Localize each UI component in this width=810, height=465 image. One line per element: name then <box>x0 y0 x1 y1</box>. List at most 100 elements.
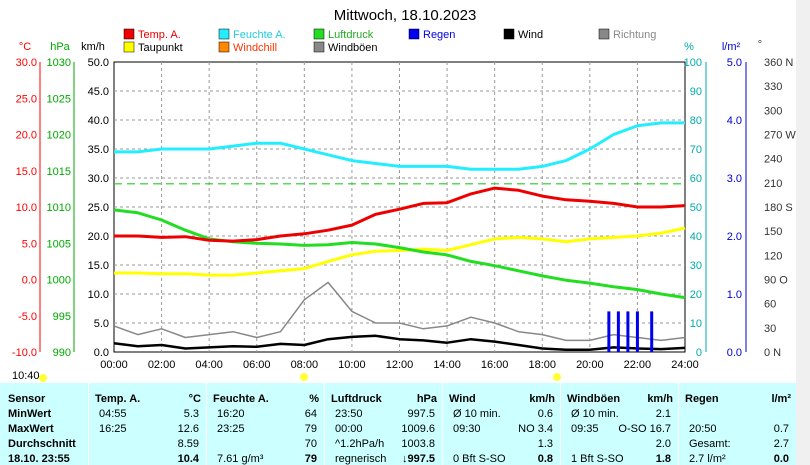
rain-bar <box>650 311 654 352</box>
table-cell-value: 12.6 <box>177 423 199 435</box>
table-cell-value: 1003.8 <box>401 438 435 450</box>
table-row-label: Durchschnitt <box>8 438 76 450</box>
humidity-tick-label: 70 <box>690 144 702 156</box>
table-header: Feuchte A. <box>213 393 269 405</box>
table-cell-value: 8.59 <box>177 438 199 450</box>
table-cell-value: 2.0 <box>655 438 671 450</box>
table-cell-value: 0.0 <box>773 453 789 465</box>
table-header: Regen <box>685 393 719 405</box>
direction-tick-label: 60 <box>764 299 776 311</box>
humidity-tick-label: 100 <box>684 57 702 69</box>
table-cell-note: 7.61 g/m³ <box>217 453 264 465</box>
table-cell-value: 1.3 <box>537 438 553 450</box>
axis-unit-humidity: % <box>684 41 694 53</box>
axis-unit-temp: °C <box>19 41 31 53</box>
wind-tick-label: 20.0 <box>88 231 109 243</box>
legend-swatch <box>313 28 325 40</box>
table-cell-value: 1.8 <box>655 453 671 465</box>
series-line-wind <box>113 334 686 351</box>
x-tick-label: 04:00 <box>195 359 223 371</box>
temp-tick-label: 0.0 <box>22 275 37 287</box>
legend-swatch <box>123 28 135 40</box>
table-cell-note: Ø 10 min. <box>571 408 619 420</box>
chart-title: Mittwoch, 18.10.2023 <box>334 7 477 24</box>
temp-tick-label: 5.0 <box>22 238 37 250</box>
legend-label: Taupunkt <box>138 42 183 54</box>
series-line-feuchtea <box>114 121 685 171</box>
wind-tick-label: 35.0 <box>88 144 109 156</box>
direction-tick-label: 120 <box>764 250 782 262</box>
pressure-tick-label: 1015 <box>47 166 71 178</box>
table-cell-value: 0.7 <box>773 423 789 435</box>
direction-tick-label: 270 W <box>764 130 796 142</box>
rain-bar <box>626 311 630 352</box>
side-rail <box>796 0 810 465</box>
temp-tick-label: 25.0 <box>16 93 37 105</box>
table-header: Wind <box>449 393 476 405</box>
axis-unit-rain: l/m² <box>722 41 741 53</box>
chart-svg: Mittwoch, 18.10.2023 °C hPa km/h% l/m² ° 30.0 2… <box>12 7 796 371</box>
legend-swatch <box>123 41 135 53</box>
table-cell-note: 1 Bft S-SO <box>571 453 624 465</box>
rain-bar <box>635 311 639 352</box>
legend-swatch <box>408 28 420 40</box>
x-tick-label: 18:00 <box>528 359 556 371</box>
series-line-windben <box>113 281 686 342</box>
table-cell-value: 997.5 <box>407 408 435 420</box>
pressure-tick-label: 990 <box>53 347 71 359</box>
temp-tick-label: 30.0 <box>16 57 37 69</box>
table-cell-note: 09:30 <box>453 423 481 435</box>
axis-unit-wind: km/h <box>81 41 105 53</box>
table-cell-note: 0 Bft S-SO <box>453 453 506 465</box>
table-header-unit: hPa <box>416 393 437 405</box>
table-cell-note: Ø 10 min. <box>453 408 501 420</box>
pressure-tick-label: 1025 <box>47 93 71 105</box>
pressure-tick-label: 1020 <box>47 130 71 142</box>
table-cell-value: 79 <box>304 453 317 465</box>
table-cell-value: 70 <box>304 438 317 450</box>
legend-swatch <box>218 41 230 53</box>
direction-tick-label: 300 <box>764 105 782 117</box>
x-tick-label: 24:00 <box>671 359 699 371</box>
table-cell-value: NO 3.4 <box>518 423 553 435</box>
direction-tick-label: 180 S <box>764 202 793 214</box>
direction-tick-label: 240 <box>764 154 782 166</box>
table-cell-note: 23:25 <box>217 423 245 435</box>
wind-tick-label: 30.0 <box>88 173 109 185</box>
humidity-tick-label: 90 <box>690 86 702 98</box>
table-header-unit: °C <box>188 393 201 405</box>
series-line-tempa <box>114 186 686 243</box>
legend-label: Windchill <box>233 42 277 54</box>
table-cell-note: ^1.2hPa/h <box>335 438 385 450</box>
legend-label: Temp. A. <box>138 29 181 41</box>
table-cell-note: 16:25 <box>99 423 127 435</box>
table-cell-value: ↓997.5 <box>401 453 435 465</box>
direction-tick-label: 210 <box>764 178 782 190</box>
rain-tick-label: 5.0 <box>727 57 742 69</box>
humidity-tick-label: 80 <box>690 115 702 127</box>
direction-tick-label: 150 <box>764 226 782 238</box>
pressure-tick-label: 1030 <box>47 57 71 69</box>
rain-tick-label: 3.0 <box>727 173 742 185</box>
table-header-unit: l/m² <box>771 393 791 405</box>
legend-swatch <box>503 28 515 40</box>
table-cell-note: 04:55 <box>99 408 127 420</box>
wind-tick-label: 0.0 <box>94 347 109 359</box>
x-tick-label: 00:00 <box>100 359 128 371</box>
table-cell-value: O-SO 16.7 <box>618 423 671 435</box>
temp-tick-label: -5.0 <box>18 311 37 323</box>
x-tick-label: 16:00 <box>481 359 509 371</box>
table-header: Sensor <box>8 393 46 405</box>
table-cell-note: 00:00 <box>335 423 363 435</box>
table-cell-value: 79 <box>304 423 317 435</box>
table-row-label: 18.10. 23:55 <box>8 453 70 465</box>
table-cell-note: 16:20 <box>217 408 245 420</box>
wind-tick-label: 45.0 <box>88 86 109 98</box>
rain-tick-label: 1.0 <box>727 289 742 301</box>
table-header-unit: km/h <box>529 393 555 405</box>
table-cell-note: 2.7 l/m² <box>689 453 726 465</box>
x-tick-label: 20:00 <box>576 359 604 371</box>
direction-tick-label: 30 <box>764 323 776 335</box>
table-cell-note: 23:50 <box>335 408 363 420</box>
